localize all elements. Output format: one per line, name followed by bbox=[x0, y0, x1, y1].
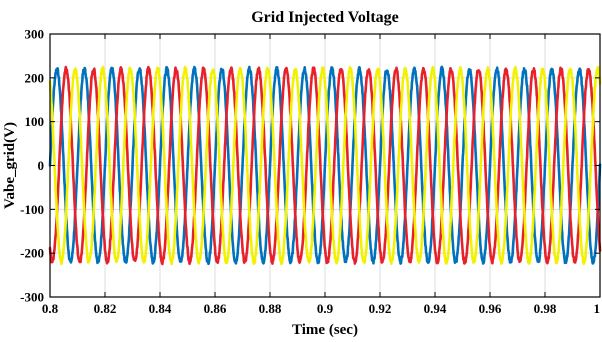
x-tick-label: 0.84 bbox=[149, 301, 172, 316]
x-tick-label: 0.96 bbox=[479, 301, 502, 316]
x-tick-label: 1 bbox=[594, 301, 601, 316]
x-tick-label: 0.94 bbox=[424, 301, 447, 316]
y-tick-label: 100 bbox=[25, 114, 45, 129]
axis-ticks bbox=[49, 33, 601, 298]
x-tick-label: 0.9 bbox=[317, 301, 334, 316]
series-line-2 bbox=[48, 65, 602, 266]
y-tick-label: -300 bbox=[20, 290, 44, 305]
x-tick-label: 0.92 bbox=[369, 301, 392, 316]
x-tick-label: 0.88 bbox=[259, 301, 282, 316]
x-tick-label: 0.86 bbox=[204, 301, 227, 316]
x-tick-label: 0.82 bbox=[94, 301, 117, 316]
y-tick-label: -100 bbox=[20, 202, 44, 217]
y-tick-label: 0 bbox=[38, 158, 45, 173]
y-axis-label: Vabe_grid(V) bbox=[2, 122, 18, 209]
y-tick-label: 300 bbox=[25, 27, 45, 42]
x-tick-label: 0.8 bbox=[42, 301, 59, 316]
x-tick-label: 0.98 bbox=[534, 301, 557, 316]
series-group bbox=[48, 65, 602, 266]
y-tick-labels: -300 -200 -100 0 100 200 300 bbox=[20, 27, 44, 305]
series-line-1 bbox=[48, 65, 602, 266]
y-tick-label: -200 bbox=[20, 246, 44, 261]
x-axis-label: Time (sec) bbox=[292, 322, 358, 338]
chart-title: Grid Injected Voltage bbox=[251, 9, 399, 26]
y-tick-label: 200 bbox=[25, 70, 45, 85]
series-line-3 bbox=[48, 65, 602, 266]
x-tick-labels: 0.8 0.82 0.84 0.86 0.88 0.9 0.92 0.94 0.96 0.98 1 bbox=[42, 301, 600, 316]
